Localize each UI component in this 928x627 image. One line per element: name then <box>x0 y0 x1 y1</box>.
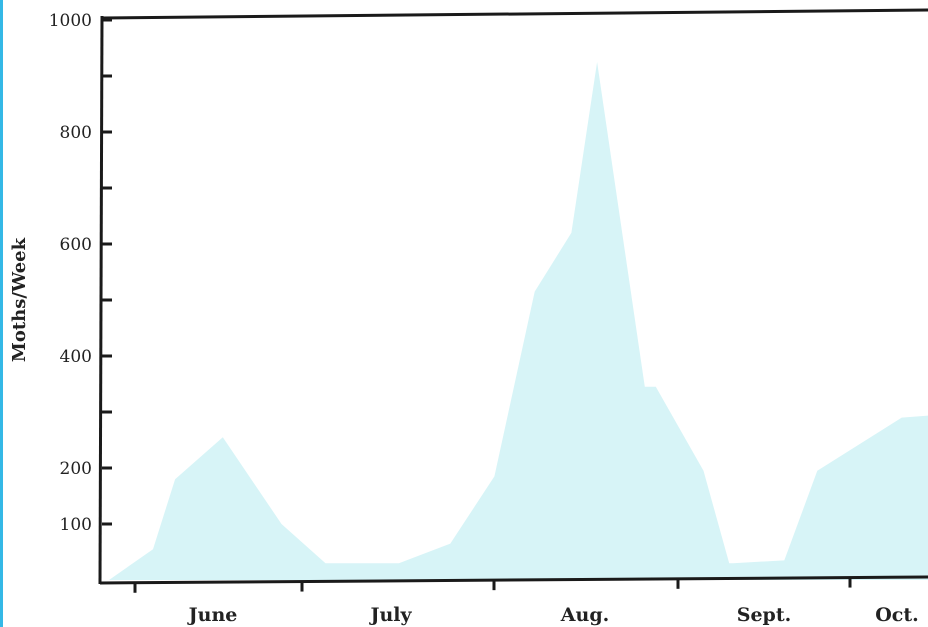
x-axis-line <box>99 575 928 585</box>
label-layer: 100 200 400 600 800 1000 June July Aug. Sept. Oct. <box>49 11 919 626</box>
x-month-label-3: Sept. <box>737 604 792 626</box>
axis-layer <box>98 8 928 593</box>
y-tick-label-800: 800 <box>60 123 92 143</box>
y-tick-label-600: 600 <box>60 235 92 255</box>
x-month-label-0: June <box>187 604 238 626</box>
y-tick-label-200: 200 <box>60 459 92 479</box>
area-series-0 <box>109 62 928 580</box>
y-tick-label-100: 100 <box>60 515 92 535</box>
x-month-label-4: Oct. <box>875 604 919 626</box>
y-axis-title: Moths/Week <box>9 237 30 362</box>
y-tick-label-400: 400 <box>60 347 92 367</box>
left-edge-strip <box>0 0 3 627</box>
x-month-label-2: Aug. <box>560 604 609 626</box>
x-month-label-1: July <box>368 604 412 626</box>
area-layer <box>109 62 928 580</box>
top-frame-line <box>101 8 928 20</box>
y-tick-label-1000: 1000 <box>49 11 92 31</box>
y-axis-line <box>98 15 104 585</box>
